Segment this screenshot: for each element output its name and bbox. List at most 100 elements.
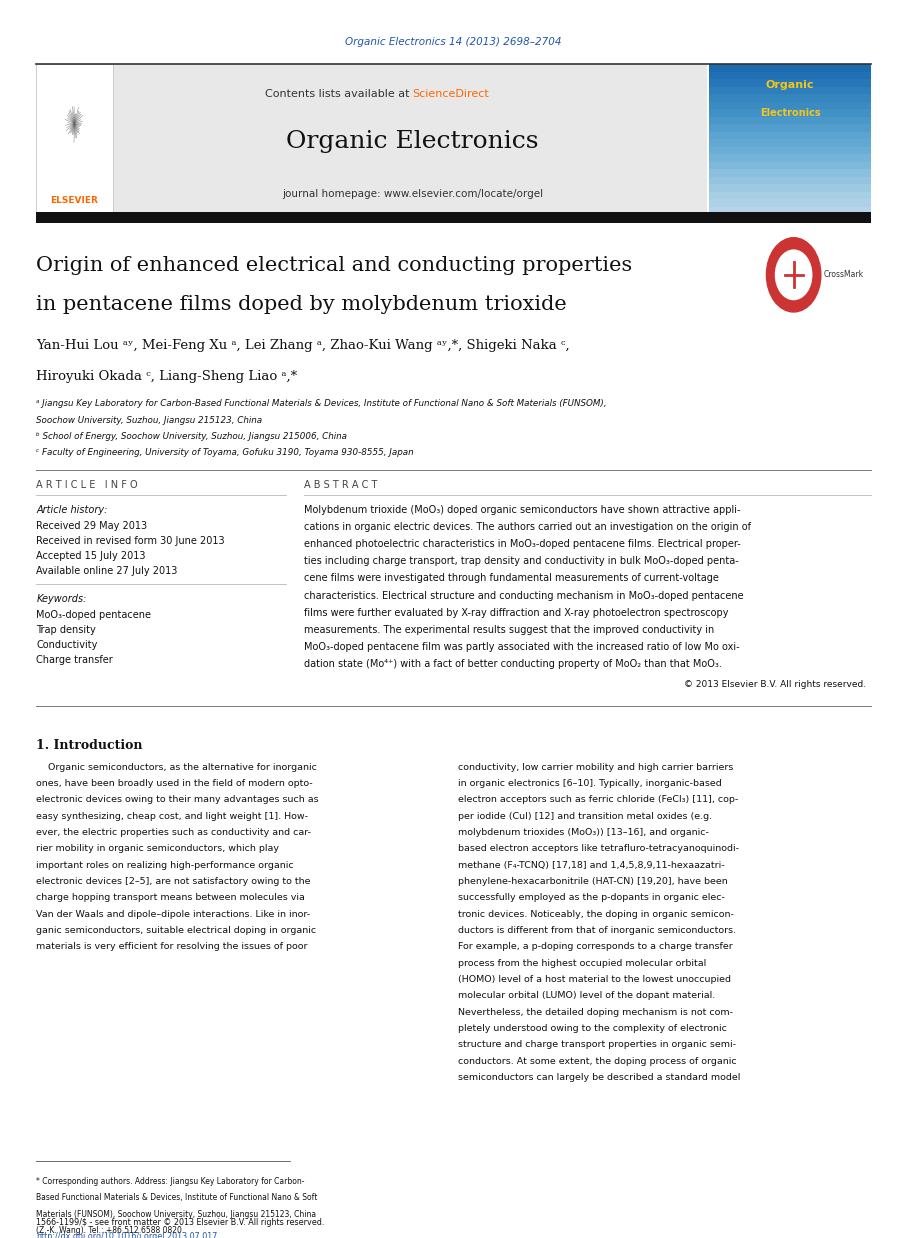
Text: conductivity, low carrier mobility and high carrier barriers: conductivity, low carrier mobility and h… xyxy=(458,763,734,771)
Text: films were further evaluated by X-ray diffraction and X-ray photoelectron spectr: films were further evaluated by X-ray di… xyxy=(304,608,728,618)
FancyBboxPatch shape xyxy=(709,64,871,72)
Text: process from the highest occupied molecular orbital: process from the highest occupied molecu… xyxy=(458,958,707,968)
Text: MoO₃-doped pentacene film was partly associated with the increased ratio of low : MoO₃-doped pentacene film was partly ass… xyxy=(304,641,739,651)
FancyBboxPatch shape xyxy=(709,131,871,140)
Circle shape xyxy=(775,250,812,300)
Text: 1566-1199/$ - see front matter © 2013 Elsevier B.V. All rights reserved.: 1566-1199/$ - see front matter © 2013 El… xyxy=(36,1218,325,1227)
Text: ScienceDirect: ScienceDirect xyxy=(413,89,490,99)
Text: http://dx.doi.org/10.1016/j.orgel.2013.07.017: http://dx.doi.org/10.1016/j.orgel.2013.0… xyxy=(36,1232,218,1238)
FancyBboxPatch shape xyxy=(709,170,871,177)
Text: Conductivity: Conductivity xyxy=(36,640,98,650)
Bar xyxy=(36,212,871,223)
Text: ᵇ School of Energy, Soochow University, Suzhou, Jiangsu 215006, China: ᵇ School of Energy, Soochow University, … xyxy=(36,432,347,441)
Text: Accepted 15 July 2013: Accepted 15 July 2013 xyxy=(36,551,146,561)
FancyBboxPatch shape xyxy=(709,177,871,184)
Text: Electronics: Electronics xyxy=(760,108,820,118)
Text: A R T I C L E   I N F O: A R T I C L E I N F O xyxy=(36,480,138,490)
Text: cations in organic electric devices. The authors carried out an investigation on: cations in organic electric devices. The… xyxy=(304,522,751,532)
Text: MoO₃-doped pentacene: MoO₃-doped pentacene xyxy=(36,610,151,620)
FancyBboxPatch shape xyxy=(709,109,871,116)
Text: Soochow University, Suzhou, Jiangsu 215123, China: Soochow University, Suzhou, Jiangsu 2151… xyxy=(36,416,262,425)
FancyBboxPatch shape xyxy=(709,140,871,147)
Text: ever, the electric properties such as conductivity and car-: ever, the electric properties such as co… xyxy=(36,828,311,837)
Text: Based Functional Materials & Devices, Institute of Functional Nano & Soft: Based Functional Materials & Devices, In… xyxy=(36,1193,317,1202)
FancyBboxPatch shape xyxy=(709,64,871,214)
Text: * Corresponding authors. Address: Jiangsu Key Laboratory for Carbon-: * Corresponding authors. Address: Jiangs… xyxy=(36,1177,305,1186)
Text: journal homepage: www.elsevier.com/locate/orgel: journal homepage: www.elsevier.com/locat… xyxy=(282,189,543,199)
FancyBboxPatch shape xyxy=(709,94,871,102)
Text: materials is very efficient for resolving the issues of poor: materials is very efficient for resolvin… xyxy=(36,942,307,951)
Text: phenylene-hexacarbonitrile (HAT-CN) [19,20], have been: phenylene-hexacarbonitrile (HAT-CN) [19,… xyxy=(458,877,727,886)
Text: electron acceptors such as ferric chloride (FeCl₃) [11], cop-: electron acceptors such as ferric chlori… xyxy=(458,795,738,805)
Text: tronic devices. Noticeably, the doping in organic semicon-: tronic devices. Noticeably, the doping i… xyxy=(458,910,734,919)
Text: measurements. The experimental results suggest that the improved conductivity in: measurements. The experimental results s… xyxy=(304,625,714,635)
Text: Origin of enhanced electrical and conducting properties: Origin of enhanced electrical and conduc… xyxy=(36,256,632,275)
Text: based electron acceptors like tetrafluro-tetracyanoquinodi-: based electron acceptors like tetrafluro… xyxy=(458,844,739,853)
Text: semiconductors can largely be described a standard model: semiconductors can largely be described … xyxy=(458,1073,740,1082)
FancyBboxPatch shape xyxy=(709,87,871,94)
Text: (Z.-K. Wang). Tel.: +86 512 6588 0820.: (Z.-K. Wang). Tel.: +86 512 6588 0820. xyxy=(36,1226,184,1234)
FancyBboxPatch shape xyxy=(36,64,113,214)
Text: Received 29 May 2013: Received 29 May 2013 xyxy=(36,521,148,531)
Text: in pentacene films doped by molybdenum trioxide: in pentacene films doped by molybdenum t… xyxy=(36,295,567,313)
Text: Nevertheless, the detailed doping mechanism is not com-: Nevertheless, the detailed doping mechan… xyxy=(458,1008,733,1016)
FancyBboxPatch shape xyxy=(709,155,871,162)
Text: Contents lists available at: Contents lists available at xyxy=(265,89,413,99)
Text: Organic semiconductors, as the alternative for inorganic: Organic semiconductors, as the alternati… xyxy=(36,763,317,771)
Text: dation state (Mo⁴⁺) with a fact of better conducting property of MoO₂ than that : dation state (Mo⁴⁺) with a fact of bette… xyxy=(304,659,722,669)
FancyBboxPatch shape xyxy=(709,207,871,214)
Text: molecular orbital (LUMO) level of the dopant material.: molecular orbital (LUMO) level of the do… xyxy=(458,992,716,1000)
Text: cene films were investigated through fundamental measurements of current-voltage: cene films were investigated through fun… xyxy=(304,573,718,583)
Text: ganic semiconductors, suitable electrical doping in organic: ganic semiconductors, suitable electrica… xyxy=(36,926,317,935)
Text: per iodide (CuI) [12] and transition metal oxides (e.g.: per iodide (CuI) [12] and transition met… xyxy=(458,812,712,821)
Text: ties including charge transport, trap density and conductivity in bulk MoO₃-dope: ties including charge transport, trap de… xyxy=(304,556,738,566)
Text: ELSEVIER: ELSEVIER xyxy=(51,196,98,204)
FancyBboxPatch shape xyxy=(709,79,871,87)
FancyBboxPatch shape xyxy=(709,72,871,79)
Text: conductors. At some extent, the doping process of organic: conductors. At some extent, the doping p… xyxy=(458,1057,736,1066)
Text: Charge transfer: Charge transfer xyxy=(36,655,113,665)
Text: Organic Electronics: Organic Electronics xyxy=(287,130,539,154)
Text: A B S T R A C T: A B S T R A C T xyxy=(304,480,377,490)
Text: rier mobility in organic semiconductors, which play: rier mobility in organic semiconductors,… xyxy=(36,844,279,853)
FancyBboxPatch shape xyxy=(709,192,871,199)
Text: Yan-Hui Lou ᵃʸ, Mei-Feng Xu ᵃ, Lei Zhang ᵃ, Zhao-Kui Wang ᵃʸ,*, Shigeki Naka ᶜ,: Yan-Hui Lou ᵃʸ, Mei-Feng Xu ᵃ, Lei Zhang… xyxy=(36,339,570,353)
Text: important roles on realizing high-performance organic: important roles on realizing high-perfor… xyxy=(36,860,294,869)
Text: © 2013 Elsevier B.V. All rights reserved.: © 2013 Elsevier B.V. All rights reserved… xyxy=(684,680,866,688)
Text: ᵃ Jiangsu Key Laboratory for Carbon-Based Functional Materials & Devices, Instit: ᵃ Jiangsu Key Laboratory for Carbon-Base… xyxy=(36,399,607,407)
FancyBboxPatch shape xyxy=(709,116,871,124)
Text: Article history:: Article history: xyxy=(36,505,108,515)
Text: electronic devices owing to their many advantages such as: electronic devices owing to their many a… xyxy=(36,795,319,805)
Text: ones, have been broadly used in the field of modern opto-: ones, have been broadly used in the fiel… xyxy=(36,779,313,787)
FancyBboxPatch shape xyxy=(113,64,707,214)
Text: charge hopping transport means between molecules via: charge hopping transport means between m… xyxy=(36,894,305,903)
Text: structure and charge transport properties in organic semi-: structure and charge transport propertie… xyxy=(458,1040,736,1050)
Text: Available online 27 July 2013: Available online 27 July 2013 xyxy=(36,566,178,576)
Text: Keywords:: Keywords: xyxy=(36,594,87,604)
Text: CrossMark: CrossMark xyxy=(824,270,863,280)
Circle shape xyxy=(766,238,821,312)
Text: Molybdenum trioxide (MoO₃) doped organic semiconductors have shown attractive ap: Molybdenum trioxide (MoO₃) doped organic… xyxy=(304,505,740,515)
FancyBboxPatch shape xyxy=(709,147,871,155)
Text: easy synthesizing, cheap cost, and light weight [1]. How-: easy synthesizing, cheap cost, and light… xyxy=(36,812,308,821)
FancyBboxPatch shape xyxy=(709,162,871,170)
Text: For example, a p-doping corresponds to a charge transfer: For example, a p-doping corresponds to a… xyxy=(458,942,733,951)
Text: ductors is different from that of inorganic semiconductors.: ductors is different from that of inorga… xyxy=(458,926,736,935)
Text: 1. Introduction: 1. Introduction xyxy=(36,739,142,753)
Text: molybdenum trioxides (MoO₃)) [13–16], and organic-: molybdenum trioxides (MoO₃)) [13–16], an… xyxy=(458,828,709,837)
Text: characteristics. Electrical structure and conducting mechanism in MoO₃-doped pen: characteristics. Electrical structure an… xyxy=(304,591,744,600)
Text: methane (F₄-TCNQ) [17,18] and 1,4,5,8,9,11-hexaazatri-: methane (F₄-TCNQ) [17,18] and 1,4,5,8,9,… xyxy=(458,860,725,869)
FancyBboxPatch shape xyxy=(709,102,871,109)
Text: ᶜ Faculty of Engineering, University of Toyama, Gofuku 3190, Toyama 930-8555, Ja: ᶜ Faculty of Engineering, University of … xyxy=(36,448,414,457)
Text: Hiroyuki Okada ᶜ, Liang-Sheng Liao ᵃ,*: Hiroyuki Okada ᶜ, Liang-Sheng Liao ᵃ,* xyxy=(36,370,297,384)
Text: Organic: Organic xyxy=(766,80,814,90)
Text: pletely understood owing to the complexity of electronic: pletely understood owing to the complexi… xyxy=(458,1024,727,1032)
FancyBboxPatch shape xyxy=(709,199,871,207)
Text: Trap density: Trap density xyxy=(36,625,96,635)
Text: in organic electronics [6–10]. Typically, inorganic-based: in organic electronics [6–10]. Typically… xyxy=(458,779,722,787)
Text: enhanced photoelectric characteristics in MoO₃-doped pentacene films. Electrical: enhanced photoelectric characteristics i… xyxy=(304,540,741,550)
Text: Materials (FUNSOM), Soochow University, Suzhou, Jiangsu 215123, China: Materials (FUNSOM), Soochow University, … xyxy=(36,1210,317,1218)
Text: Received in revised form 30 June 2013: Received in revised form 30 June 2013 xyxy=(36,536,225,546)
Text: electronic devices [2–5], are not satisfactory owing to the: electronic devices [2–5], are not satisf… xyxy=(36,877,311,886)
Text: successfully employed as the p-dopants in organic elec-: successfully employed as the p-dopants i… xyxy=(458,894,725,903)
